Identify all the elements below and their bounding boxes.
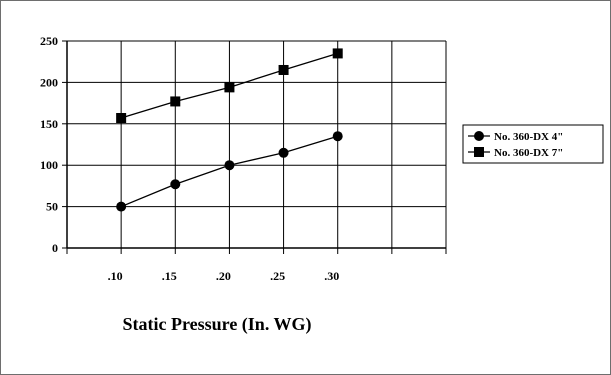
legend-marker xyxy=(474,147,484,157)
y-tick-label: 50 xyxy=(46,200,58,214)
x-tick-label: .20 xyxy=(216,269,231,283)
data-point xyxy=(332,48,343,59)
data-point xyxy=(224,160,235,171)
data-point xyxy=(170,179,181,190)
y-tick-label: 250 xyxy=(40,34,58,48)
x-axis-title: Static Pressure (In. WG) xyxy=(123,314,312,335)
x-tick-label: .25 xyxy=(270,269,285,283)
y-tick-label: 150 xyxy=(40,117,58,131)
data-point xyxy=(278,64,289,75)
legend-label: No. 360-DX 7" xyxy=(494,147,563,159)
y-tick-label: 0 xyxy=(52,241,58,255)
x-tick-label: .30 xyxy=(324,269,339,283)
x-tick-label: .10 xyxy=(108,269,123,283)
axes xyxy=(66,41,447,254)
x-axis-ticks: .10 .15 .20 .25 .30 xyxy=(108,269,340,283)
legend-label: No. 360-DX 4" xyxy=(494,131,563,143)
legend-box xyxy=(462,124,604,164)
data-point xyxy=(332,131,343,142)
legend-marker xyxy=(474,131,484,141)
data-point xyxy=(170,96,181,107)
y-tick-label: 100 xyxy=(40,158,58,172)
data-point xyxy=(116,113,127,124)
data-series xyxy=(116,48,343,212)
data-point xyxy=(224,82,235,93)
x-tick-label: .15 xyxy=(162,269,177,283)
y-axis-ticks: 0 50 100 150 200 250 xyxy=(40,34,67,255)
data-point xyxy=(278,147,289,158)
data-point xyxy=(116,201,127,212)
legend: No. 360-DX 4" No. 360-DX 7" xyxy=(462,124,604,164)
grid-lines xyxy=(67,40,447,248)
y-tick-label: 200 xyxy=(40,75,58,89)
